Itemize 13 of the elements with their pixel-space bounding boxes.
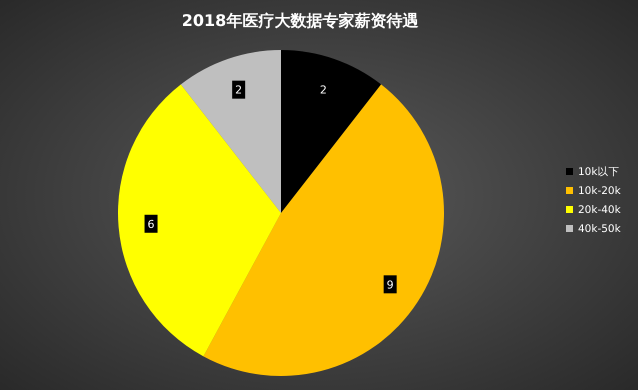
- pie-slice: [118, 84, 281, 356]
- legend-label: 10k-20k: [578, 185, 622, 197]
- data-label: 2: [235, 84, 242, 97]
- legend-label: 10k以下: [578, 165, 620, 178]
- legend-label: 40k-50k: [578, 223, 622, 235]
- legend-label: 20k-40k: [578, 204, 622, 216]
- chart-title: 2018年医疗大数据专家薪资待遇: [182, 11, 418, 30]
- data-label: 9: [386, 278, 394, 292]
- pie-slice: [180, 50, 281, 213]
- data-label: 6: [148, 218, 155, 231]
- pie-slice: [281, 50, 382, 213]
- data-label: 2: [320, 84, 327, 97]
- pie-slice: [203, 84, 444, 376]
